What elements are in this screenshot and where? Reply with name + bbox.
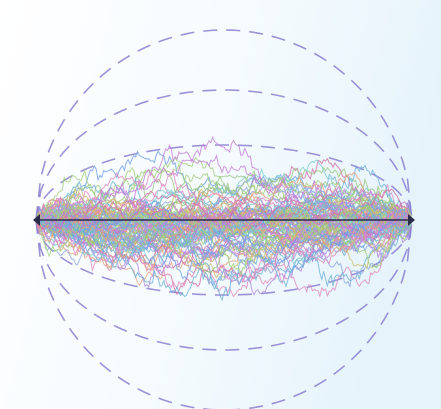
random-walk-path [35,210,413,290]
envelope-curve-lower-2 [35,219,413,351]
right-anchor-point [408,214,415,226]
random-walk-path [35,208,413,271]
random-walk-path [35,153,413,230]
random-walk-path [35,214,413,302]
left-anchor-point [33,214,40,226]
center-axis [33,214,415,226]
envelope-curve-upper-1 [35,144,413,221]
random-walk-path [35,204,413,277]
random-walk-path [35,188,413,230]
random-walk-path [35,194,413,248]
random-walk-paths [35,135,413,302]
random-walk-path [35,169,413,238]
envelope-curve-upper-2 [35,89,413,221]
